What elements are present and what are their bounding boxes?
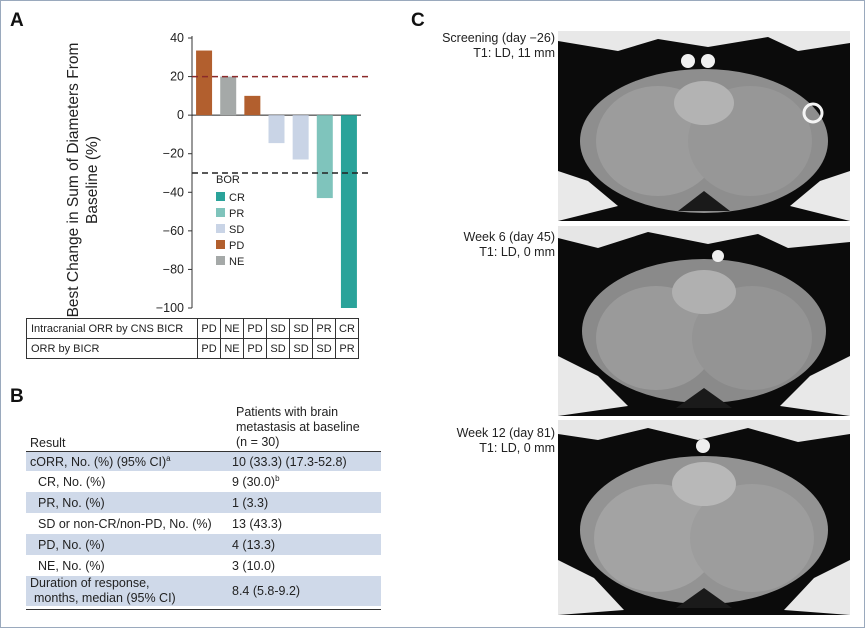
results-row: PD, No. (%) 4 (13.3) (26, 534, 381, 555)
y-tick-label: −100 (156, 301, 184, 315)
results-value: 13 (43.3) (232, 516, 283, 531)
results-table: cORR, No. (%) (95% CI)a 10 (33.3) (17.3-… (26, 452, 381, 606)
results-label: PR, No. (%) (26, 492, 222, 513)
legend-label: PR (229, 208, 244, 220)
y-tick-label: −40 (163, 185, 184, 199)
orr-cell: SD (312, 338, 336, 359)
bar (220, 76, 237, 116)
y-tick-label: 0 (177, 108, 184, 122)
results-row: NE, No. (%) 3 (10.0) (26, 555, 381, 576)
results-label: CR, No. (%) (38, 474, 106, 489)
bar (292, 115, 309, 160)
legend-label: PD (229, 240, 244, 252)
bar (340, 115, 357, 309)
y-tick-label: 40 (170, 31, 184, 45)
bar (268, 115, 285, 144)
scan-label-screening: Screening (day −26) T1: LD, 11 mm (442, 31, 555, 60)
results-header-patients: Patients with brain metastasis at baseli… (236, 405, 360, 450)
orr-cell: SD (289, 318, 313, 339)
results-label: Duration of response, months, median (95… (26, 576, 222, 606)
results-top-rule (26, 451, 381, 452)
y-tick-label: −20 (163, 147, 184, 161)
legend-swatch (216, 256, 225, 265)
scan-label-week12: Week 12 (day 81) T1: LD, 0 mm (456, 426, 555, 455)
orr-cell: PD (243, 338, 267, 359)
orr-cell: SD (289, 338, 313, 359)
results-row: CR, No. (%) 9 (30.0)b (26, 471, 381, 492)
bar (244, 95, 261, 116)
ct-scan-week6 (558, 226, 850, 416)
orr-cell: NE (220, 318, 244, 339)
orr-row-bicr: ORR by BICR PD NE PD SD SD SD PR (26, 338, 359, 359)
y-tick-label: −60 (163, 224, 184, 238)
legend-swatch (216, 224, 225, 233)
scan-label-week6: Week 6 (day 45) T1: LD, 0 mm (463, 230, 555, 259)
results-label: SD or non-CR/non-PD, No. (%) (38, 516, 212, 531)
legend-swatch (216, 240, 225, 249)
panel-label-c: C (411, 10, 425, 31)
results-bottom-rule (26, 609, 381, 610)
legend-title: BOR (216, 174, 240, 186)
orr-cell: PD (197, 338, 221, 359)
results-header-line: Patients with brain (236, 405, 339, 419)
results-label: PD, No. (%) (26, 534, 222, 555)
results-row: PR, No. (%) 1 (3.3) (26, 492, 381, 513)
results-row: SD or non-CR/non-PD, No. (%) 13 (43.3) (26, 513, 381, 534)
orr-cell: NE (220, 338, 244, 359)
results-header-line: metastasis at baseline (236, 420, 360, 434)
results-value: 3 (10.0) (232, 558, 276, 573)
y-tick-label: −80 (163, 262, 184, 276)
results-value: 9 (30.0)b (232, 473, 280, 490)
legend-label: SD (229, 224, 244, 236)
orr-cell: PR (312, 318, 336, 339)
legend-swatch (216, 208, 225, 217)
legend-swatch (216, 192, 225, 201)
results-row: cORR, No. (%) (95% CI)a 10 (33.3) (17.3-… (26, 452, 381, 471)
ct-scan-week12 (558, 420, 850, 615)
orr-cell: SD (266, 318, 290, 339)
panel-label-a: A (10, 10, 24, 31)
orr-row-label: Intracranial ORR by CNS BICR (26, 318, 198, 339)
orr-cell: PD (197, 318, 221, 339)
results-value: 1 (3.3) (222, 492, 381, 513)
orr-row-intracranial: Intracranial ORR by CNS BICR PD NE PD SD… (26, 318, 359, 339)
orr-cell: SD (266, 338, 290, 359)
orr-cell: CR (335, 318, 359, 339)
orr-row-label: ORR by BICR (26, 338, 198, 359)
orr-table: Intracranial ORR by CNS BICR PD NE PD SD… (26, 318, 359, 359)
results-label: cORR, No. (%) (95% CI)a (26, 452, 222, 471)
results-value: 4 (13.3) (222, 534, 381, 555)
orr-cell: PD (243, 318, 267, 339)
results-value: 8.4 (5.8-9.2) (222, 576, 381, 606)
results-header-line: (n = 30) (236, 435, 280, 449)
legend-label: NE (229, 256, 244, 268)
bar (196, 50, 213, 116)
results-row: Duration of response, months, median (95… (26, 576, 381, 606)
legend-label: CR (229, 192, 245, 204)
results-value: 10 (33.3) (17.3-52.8) (222, 452, 381, 471)
ct-scan-screening (558, 31, 850, 221)
bar (316, 115, 333, 199)
waterfall-chart: 40 20 0 −20 −40 −60 −80 −100 BOR CR PR SD PD NE (156, 31, 371, 315)
y-tick-label: 20 (170, 70, 184, 84)
panel-label-b: B (10, 386, 24, 407)
results-header-result: Result (30, 436, 66, 450)
results-label: NE, No. (%) (38, 558, 105, 573)
orr-cell: PR (335, 338, 359, 359)
